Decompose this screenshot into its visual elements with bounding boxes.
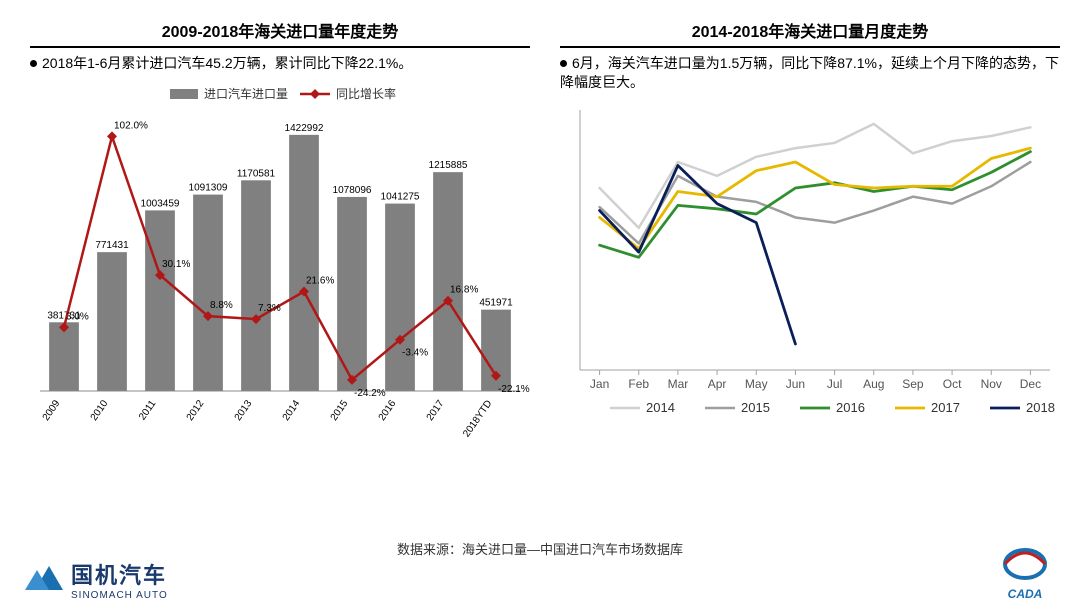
- svg-text:-24.2%: -24.2%: [354, 388, 386, 399]
- svg-text:451971: 451971: [479, 298, 513, 309]
- right-panel: 2014-2018年海关进口量月度走势 6月，海关汽车进口量为1.5万辆，同比下…: [560, 18, 1060, 435]
- svg-text:进口汽车进口量: 进口汽车进口量: [204, 86, 288, 101]
- sinomach-logo: 国机汽车 SINOMACH AUTO: [25, 558, 168, 601]
- left-panel: 2009-2018年海关进口量年度走势 2018年1-6月累计进口汽车45.2万…: [30, 18, 530, 446]
- svg-text:2013: 2013: [233, 398, 255, 423]
- left-bullet-text: 2018年1-6月累计进口汽车45.2万辆，累计同比下降22.1%。: [42, 55, 412, 71]
- svg-text:2010: 2010: [89, 398, 111, 423]
- svg-text:Jul: Jul: [827, 377, 842, 391]
- data-source-text: 数据来源：海关进口量—中国进口汽车市场数据库: [0, 539, 1080, 558]
- svg-text:102.0%: 102.0%: [114, 120, 148, 131]
- svg-text:2014: 2014: [281, 398, 303, 423]
- svg-text:May: May: [745, 377, 768, 391]
- svg-text:Nov: Nov: [981, 377, 1002, 391]
- sinomach-logo-text: 国机汽车 SINOMACH AUTO: [71, 558, 168, 601]
- svg-text:771431: 771431: [95, 240, 129, 251]
- cada-logo: CADA: [995, 546, 1055, 601]
- svg-text:1215885: 1215885: [429, 160, 468, 171]
- annual-bar-line-chart: 进口汽车进口量同比增长率3817312009771431201010034592…: [30, 81, 530, 446]
- sinomach-logo-en: SINOMACH AUTO: [71, 590, 168, 601]
- slide-root: 2009-2018年海关进口量年度走势 2018年1-6月累计进口汽车45.2万…: [0, 0, 1080, 609]
- right-title-underline: [560, 46, 1060, 48]
- cada-logo-text: CADA: [995, 587, 1055, 601]
- right-bullet-text: 6月，海关汽车进口量为1.5万辆，同比下降87.1%，延续上个月下降的态势，下降…: [560, 55, 1059, 90]
- svg-text:2011: 2011: [137, 398, 159, 422]
- svg-text:1170581: 1170581: [237, 168, 276, 179]
- svg-text:2018YTD: 2018YTD: [461, 398, 494, 439]
- svg-text:同比增长率: 同比增长率: [336, 86, 396, 101]
- svg-text:1041275: 1041275: [381, 191, 420, 202]
- svg-text:2015: 2015: [329, 398, 351, 423]
- svg-text:Feb: Feb: [628, 377, 649, 391]
- svg-text:-22.1%: -22.1%: [498, 384, 530, 395]
- svg-text:3.0%: 3.0%: [66, 311, 89, 322]
- svg-text:8.8%: 8.8%: [210, 300, 233, 311]
- svg-text:Sep: Sep: [902, 377, 924, 391]
- svg-text:1091309: 1091309: [189, 182, 228, 193]
- svg-text:2017: 2017: [425, 398, 447, 423]
- svg-text:Apr: Apr: [708, 377, 727, 391]
- left-title-underline: [30, 46, 530, 48]
- svg-text:2012: 2012: [185, 398, 207, 423]
- svg-text:Jun: Jun: [786, 377, 805, 391]
- svg-text:2017: 2017: [931, 400, 960, 415]
- bullet-dot-icon: [30, 60, 37, 67]
- svg-text:2016: 2016: [377, 398, 399, 423]
- svg-text:1078096: 1078096: [333, 185, 372, 196]
- svg-text:2015: 2015: [741, 400, 770, 415]
- monthly-line-chart: Jan Feb Mar Apr May Jun Jul Aug Sep Oct Nov Dec 2014…: [560, 100, 1060, 435]
- svg-text:21.6%: 21.6%: [306, 275, 334, 286]
- footer: 数据来源：海关进口量—中国进口汽车市场数据库 国机汽车 SINOMACH AUT…: [0, 539, 1080, 609]
- svg-text:1422992: 1422992: [285, 123, 324, 134]
- svg-text:2016: 2016: [836, 400, 865, 415]
- sinomach-logo-zh: 国机汽车: [71, 558, 168, 590]
- svg-text:Aug: Aug: [863, 377, 884, 391]
- svg-text:Jan: Jan: [590, 377, 609, 391]
- bullet-dot-icon: [560, 60, 567, 67]
- svg-text:7.3%: 7.3%: [258, 303, 281, 314]
- svg-text:Oct: Oct: [943, 377, 962, 391]
- svg-text:2018: 2018: [1026, 400, 1055, 415]
- svg-text:2009: 2009: [41, 398, 63, 423]
- left-title: 2009-2018年海关进口量年度走势: [30, 18, 530, 46]
- right-bullet: 6月，海关汽车进口量为1.5万辆，同比下降87.1%，延续上个月下降的态势，下降…: [560, 52, 1060, 92]
- svg-text:Dec: Dec: [1020, 377, 1041, 391]
- svg-text:2014: 2014: [646, 400, 675, 415]
- left-bullet: 2018年1-6月累计进口汽车45.2万辆，累计同比下降22.1%。: [30, 52, 530, 73]
- svg-text:30.1%: 30.1%: [162, 259, 190, 270]
- svg-text:1003459: 1003459: [141, 198, 180, 209]
- svg-text:Mar: Mar: [668, 377, 689, 391]
- svg-text:-3.4%: -3.4%: [402, 348, 428, 359]
- sinomach-logo-icon: [25, 562, 63, 597]
- right-title: 2014-2018年海关进口量月度走势: [560, 18, 1060, 46]
- svg-text:16.8%: 16.8%: [450, 285, 478, 296]
